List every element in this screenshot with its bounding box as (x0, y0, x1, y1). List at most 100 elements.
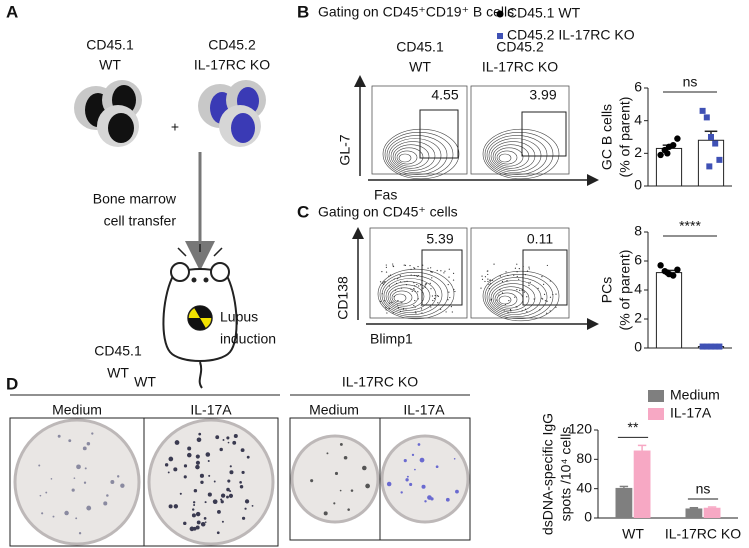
event-dot (421, 312, 423, 314)
event-dot (433, 297, 436, 300)
data-point (664, 269, 671, 276)
contour (498, 295, 512, 305)
legend-swatch (648, 408, 664, 420)
event-dot (414, 306, 416, 308)
spot (417, 443, 421, 446)
contour (385, 281, 431, 311)
contour (392, 144, 430, 169)
spot (52, 515, 55, 518)
event-dot (415, 275, 417, 277)
well-label: IL-17A (190, 402, 232, 418)
flow-plot-frame (371, 85, 468, 175)
y-axis-label: (% of parent) (617, 97, 633, 178)
event-dot (499, 289, 501, 291)
contour (377, 268, 455, 320)
contour (386, 135, 448, 175)
event-dot (450, 305, 452, 308)
event-dot (452, 279, 455, 281)
event-dot (501, 280, 504, 283)
event-dot (555, 293, 557, 295)
data-point (708, 343, 714, 350)
event-dot (516, 288, 518, 291)
event-dot (431, 271, 433, 273)
event-dot (491, 279, 494, 281)
spot (84, 467, 87, 470)
contour (379, 271, 449, 317)
event-dot (405, 309, 407, 311)
data-point (664, 150, 671, 157)
contour (482, 128, 560, 180)
event-dot (488, 287, 490, 290)
spot (232, 440, 237, 445)
data-point (674, 135, 681, 142)
event-dot (490, 282, 492, 284)
event-dot (413, 282, 415, 284)
event-dot (392, 312, 394, 314)
event-dot (380, 300, 382, 303)
contour (381, 275, 443, 315)
contour (382, 128, 460, 180)
spot (175, 440, 180, 445)
event-dot (484, 280, 486, 283)
recipient-label: WT (107, 365, 129, 381)
spot (183, 464, 188, 468)
error-bar (619, 485, 629, 488)
spot (339, 442, 343, 446)
spot (222, 439, 225, 441)
spot (191, 513, 196, 518)
event-dot (443, 272, 445, 274)
event-dot (448, 268, 450, 270)
spot (343, 455, 348, 460)
spot (226, 436, 230, 440)
spot (195, 464, 200, 470)
y-tick-label: 4 (634, 111, 642, 127)
event-dot (383, 283, 385, 286)
data-point (699, 343, 706, 350)
event-dot (521, 289, 523, 291)
event-dot (379, 281, 382, 283)
event-dot (409, 264, 411, 267)
event-dot (514, 267, 517, 269)
contour (488, 280, 542, 315)
event-dot (549, 280, 551, 282)
spot (103, 501, 108, 506)
event-dot (448, 291, 450, 293)
data-point (657, 262, 664, 269)
spot (244, 507, 247, 510)
legend-label: IL-17A (670, 405, 712, 421)
event-dot (505, 271, 507, 273)
event-dot (546, 264, 548, 267)
legend-swatch (648, 390, 664, 402)
spot (195, 460, 200, 465)
spot (173, 467, 178, 472)
spot (189, 526, 195, 532)
spot (228, 493, 234, 498)
spot (421, 484, 426, 489)
event-dot (397, 304, 399, 306)
event-dot (518, 278, 520, 280)
panel-label: D (6, 374, 18, 393)
group-label: WT (134, 374, 156, 390)
event-dot (404, 264, 407, 266)
well (290, 434, 380, 524)
event-dot (488, 283, 490, 286)
event-dot (541, 297, 543, 299)
axis-label: GL-7 (337, 134, 353, 165)
x-tick-label: WT (622, 526, 644, 542)
data-point (670, 141, 677, 149)
spot (229, 465, 232, 468)
event-dot (506, 280, 508, 282)
spot (406, 475, 409, 478)
donor-label: WT (99, 57, 121, 73)
event-dot (490, 298, 492, 300)
event-dot (417, 291, 419, 293)
event-dot (447, 283, 449, 286)
y-tick-label: 2 (634, 310, 642, 326)
event-dot (526, 311, 528, 313)
spot (221, 520, 224, 523)
event-dot (516, 263, 518, 265)
spot (195, 511, 201, 517)
spot (168, 504, 173, 509)
data-point (699, 107, 706, 114)
spot (73, 477, 76, 480)
